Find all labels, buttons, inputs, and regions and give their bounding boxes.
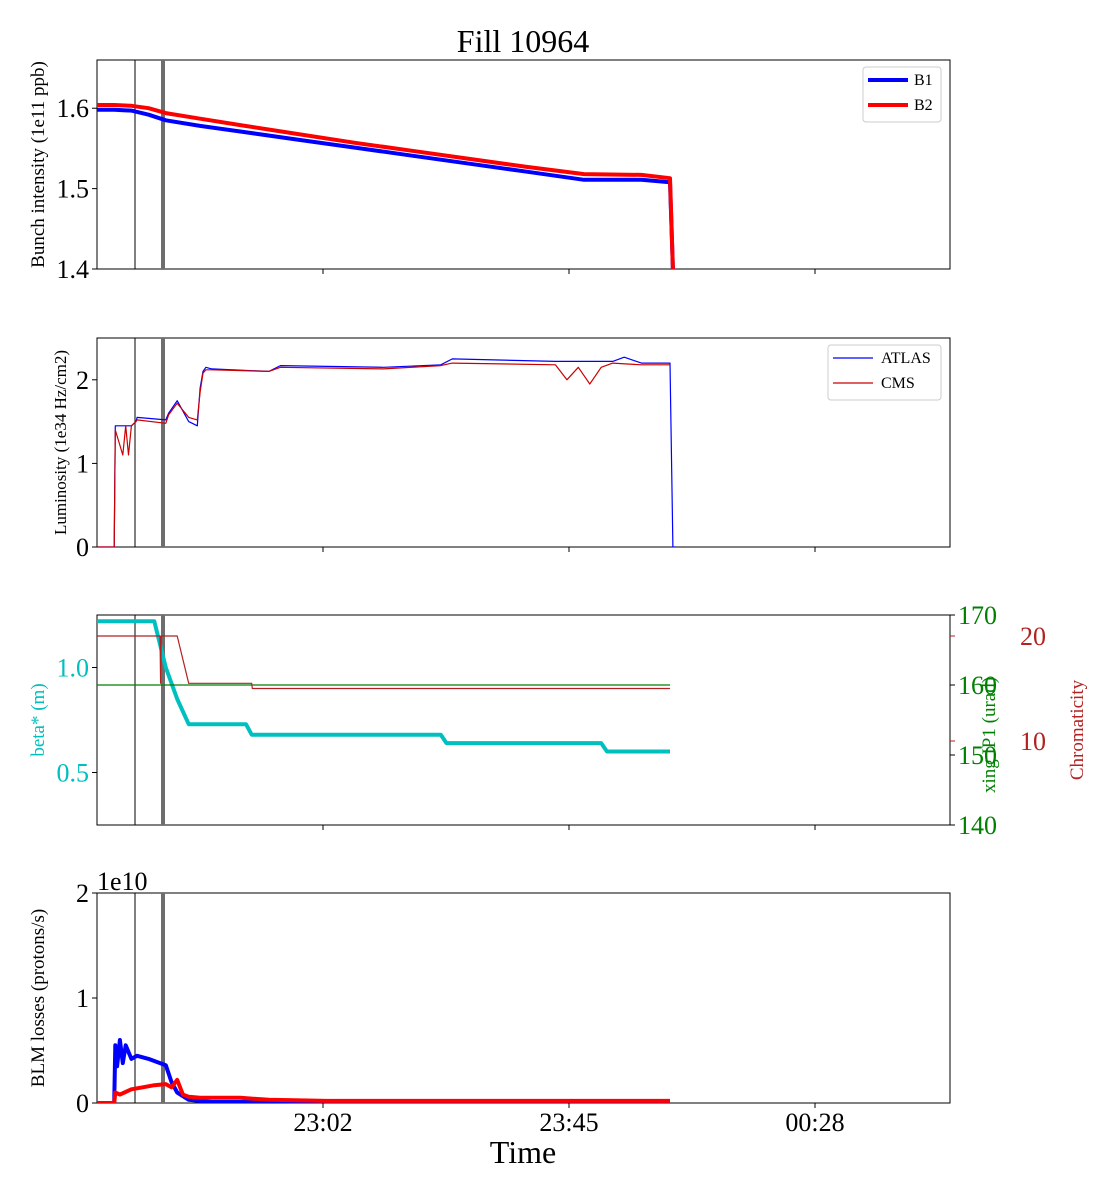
y2-tick-label: 150 [958, 741, 997, 770]
x-tick-label: 23:45 [539, 1108, 598, 1137]
series-beta [97, 619, 670, 754]
axes-frame [96, 59, 951, 270]
y2-axis-label: xing IP1 (urad) [979, 677, 1000, 793]
y-tick-label: 0 [76, 533, 89, 562]
series-B2 [97, 103, 675, 269]
y3-axis-label: Chromaticity [1067, 679, 1088, 780]
figure-title: Fill 10964 [457, 23, 589, 59]
plot-area [97, 619, 670, 754]
series-CMS [97, 362, 670, 547]
y-axis-label: Luminosity (1e34 Hz/cm2) [51, 350, 70, 535]
series-chroma [97, 635, 670, 690]
y-axis-label: Bunch intensity (1e11 ppb) [28, 61, 49, 268]
x-tick-label: 23:02 [293, 1108, 352, 1137]
y-tick-label: 0.5 [57, 759, 90, 788]
axes-frame [96, 614, 951, 826]
legend-label: CMS [881, 375, 915, 392]
y-tick-label: 1.4 [57, 255, 90, 284]
panel-3: 0.5 1.0 beta* (m) 140 150 160 170 xing IP1 (ura… [28, 601, 1088, 840]
series-B2 losses [97, 1077, 670, 1103]
y3-tick-label: 20 [1020, 622, 1046, 651]
series-B1 losses [97, 1038, 670, 1103]
y2-tick-label: 170 [958, 601, 997, 630]
y-offset-label: 1e10 [97, 867, 148, 896]
y-tick-label: 1.0 [57, 654, 90, 683]
legend-label: ATLAS [881, 350, 931, 367]
y-tick-label: 1.6 [57, 94, 90, 123]
axes-frame [96, 337, 951, 548]
y-axis-label: beta* (m) [28, 683, 49, 756]
y-tick-label: 0 [76, 1089, 89, 1118]
series-B1 [97, 107, 675, 269]
series-ATLAS [97, 356, 676, 547]
plot-area [97, 1038, 670, 1103]
plot-area [97, 103, 675, 269]
x-tick-label: 00:28 [785, 1108, 844, 1137]
legend-label: B1 [914, 72, 933, 89]
x-axis-label: Time [490, 1134, 556, 1170]
y3-tick-label: 10 [1020, 727, 1046, 756]
panel-4: 23:02 23:45 00:28 0 1 2 BLM losses (protons/s)… [28, 867, 951, 1137]
panel-2: 0 1 2 Luminosity (1e34 Hz/cm2) ATLAS CMS [51, 337, 951, 562]
y-tick-label: 1.5 [57, 175, 90, 204]
axes-frame [96, 892, 951, 1104]
y-tick-label: 2 [76, 366, 89, 395]
y-tick-label: 1 [76, 449, 89, 478]
legend: ATLAS CMS [827, 344, 942, 401]
y2-tick-label: 160 [958, 671, 997, 700]
y-tick-label: 1 [76, 984, 89, 1013]
y-axis-label: BLM losses (protons/s) [28, 909, 49, 1087]
y2-tick-label: 140 [958, 811, 997, 840]
legend-box [827, 344, 942, 401]
legend-label: B2 [914, 97, 933, 114]
y-tick-label: 2 [76, 879, 89, 908]
plot-area [97, 356, 676, 547]
